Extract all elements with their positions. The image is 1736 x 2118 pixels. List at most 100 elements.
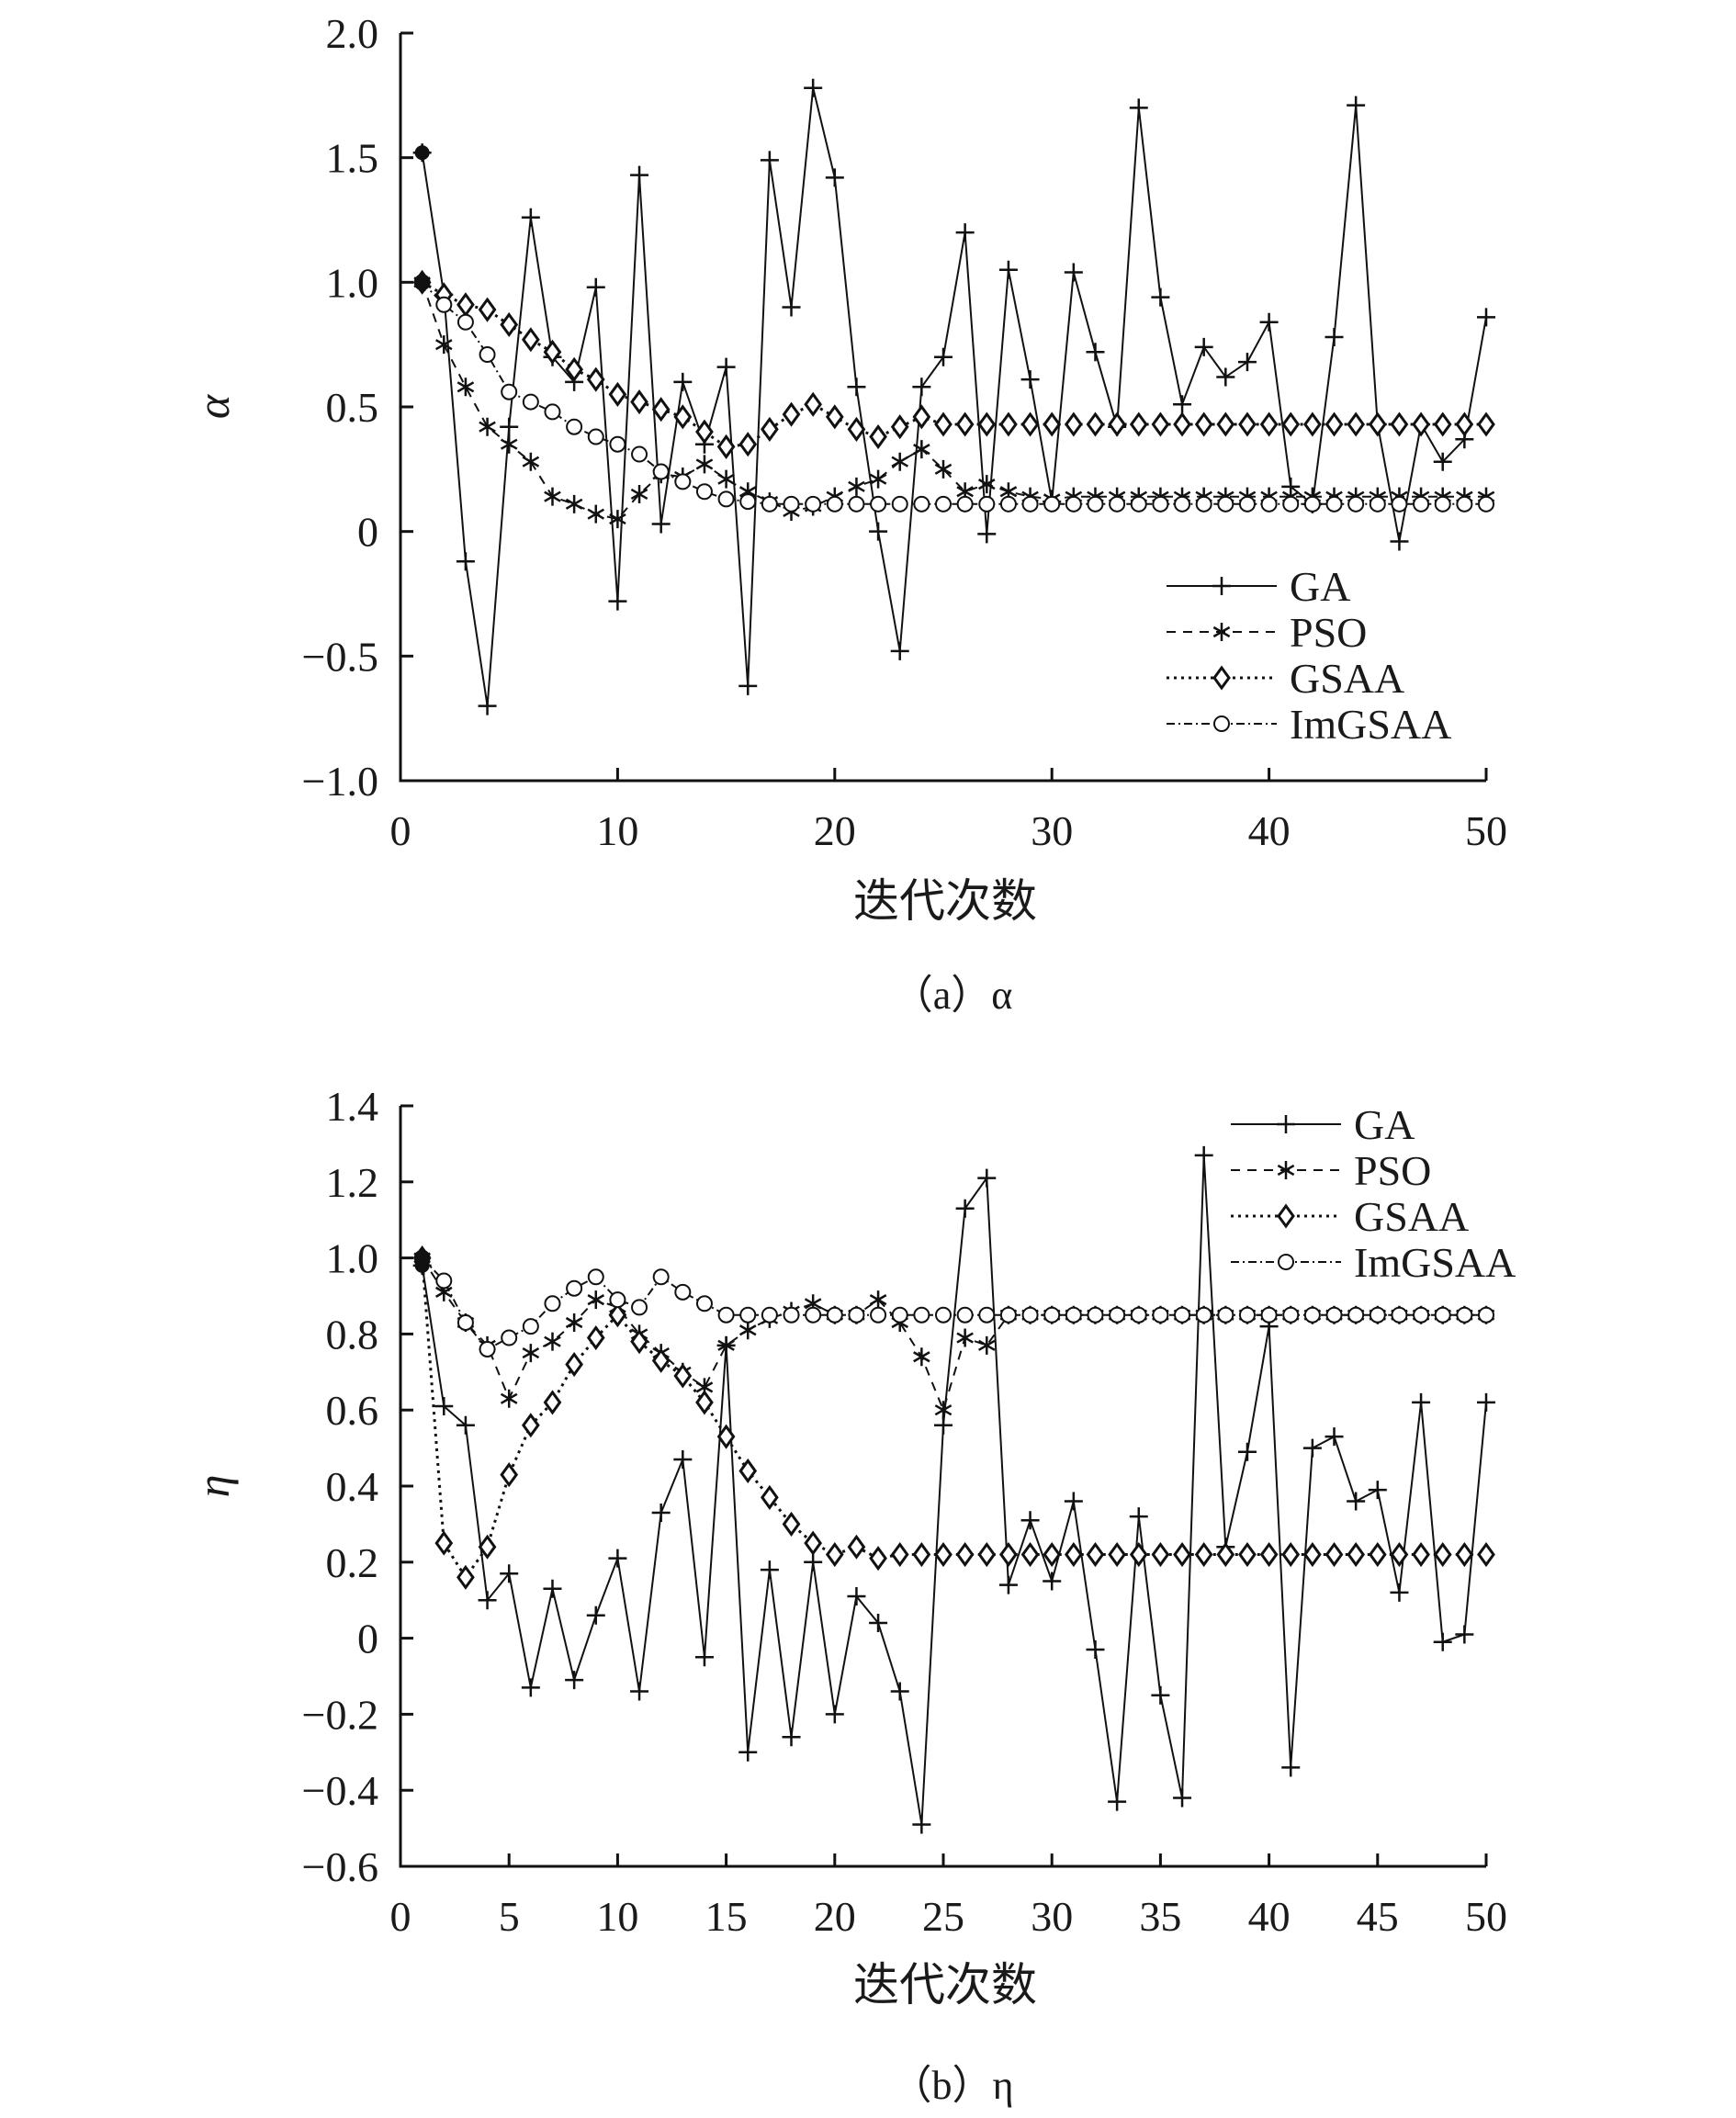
data-point — [1174, 495, 1191, 513]
data-point — [913, 1306, 930, 1324]
data-point — [456, 1415, 475, 1435]
data-point — [1087, 1306, 1104, 1324]
data-point — [1477, 1392, 1495, 1412]
legend-marker — [1278, 1254, 1294, 1270]
data-point — [1369, 1306, 1386, 1324]
data-point — [912, 1815, 931, 1834]
data-point — [912, 1541, 931, 1568]
data-point — [651, 1347, 671, 1373]
data-point — [1129, 1507, 1148, 1527]
y-tick-label: 2.0 — [326, 10, 379, 57]
data-point — [1151, 287, 1170, 307]
data-point — [761, 1484, 779, 1510]
data-point — [870, 1306, 887, 1324]
legend-label: GSAA — [1354, 1193, 1469, 1240]
legend-marker — [1212, 577, 1231, 595]
data-point — [1173, 1541, 1191, 1568]
data-point — [695, 483, 713, 501]
data-point — [716, 357, 736, 377]
data-point — [1281, 411, 1301, 437]
data-point — [586, 1324, 605, 1351]
data-point — [587, 1290, 605, 1310]
data-point — [1195, 495, 1212, 513]
data-point — [521, 1678, 540, 1697]
data-point — [434, 335, 453, 355]
data-point — [825, 404, 844, 430]
data-point — [522, 452, 540, 471]
data-point — [913, 440, 930, 459]
data-point — [1281, 1541, 1301, 1568]
y-tick-label: 0.4 — [326, 1463, 379, 1510]
data-point — [1303, 495, 1321, 513]
data-point — [1259, 411, 1279, 437]
data-point — [434, 1530, 454, 1556]
data-point — [1433, 1632, 1452, 1651]
data-point — [1456, 495, 1473, 513]
series-line-gsaa — [421, 280, 1486, 448]
data-point — [890, 414, 909, 440]
legend-marker — [1277, 1115, 1295, 1133]
data-point — [977, 475, 996, 494]
data-point — [1238, 1541, 1257, 1568]
data-point — [501, 383, 518, 400]
legend-label: GA — [1290, 563, 1350, 610]
data-point — [1216, 367, 1235, 387]
data-point — [544, 1295, 561, 1312]
data-point — [1086, 411, 1105, 437]
data-point — [1303, 1541, 1322, 1568]
data-point — [1130, 495, 1147, 513]
data-point — [1065, 1306, 1082, 1324]
data-point — [1108, 1792, 1127, 1811]
data-point — [631, 1299, 648, 1316]
data-point — [1455, 1541, 1474, 1568]
data-point — [869, 522, 888, 541]
y-tick-label: 1.5 — [326, 135, 379, 182]
start-point — [414, 145, 430, 161]
start-point — [414, 1250, 430, 1266]
data-point — [652, 463, 670, 480]
data-point — [1434, 495, 1451, 513]
data-point — [479, 1340, 496, 1358]
y-tick-label: 1.2 — [326, 1159, 379, 1206]
data-point — [738, 676, 758, 695]
y-tick-label: 0.6 — [326, 1387, 379, 1434]
data-point — [782, 1511, 801, 1537]
data-point — [847, 377, 866, 397]
data-point — [478, 696, 497, 715]
data-point — [456, 552, 475, 571]
data-point — [804, 391, 823, 417]
data-point — [804, 1552, 823, 1572]
data-point — [869, 1290, 887, 1310]
data-point — [1151, 1685, 1170, 1705]
data-point — [651, 514, 671, 534]
data-point — [674, 473, 692, 490]
data-point — [955, 223, 975, 242]
data-point — [805, 1306, 822, 1324]
data-point — [652, 1268, 670, 1286]
data-point — [891, 495, 908, 513]
data-point — [782, 401, 801, 427]
y-tick-label: 1.0 — [326, 259, 379, 306]
data-point — [434, 1397, 454, 1416]
data-point — [1086, 343, 1105, 362]
data-point — [978, 1306, 996, 1324]
data-point — [630, 389, 648, 415]
data-point — [543, 1390, 562, 1415]
data-point — [565, 356, 583, 382]
start-point — [414, 275, 430, 290]
data-point — [1259, 312, 1279, 332]
legend-label: GA — [1354, 1101, 1415, 1148]
data-point — [955, 1541, 975, 1568]
data-point — [1434, 1306, 1451, 1324]
data-point — [1238, 495, 1256, 513]
data-point — [1217, 1306, 1234, 1324]
data-point — [435, 1272, 453, 1290]
data-point — [1390, 532, 1409, 551]
legend-marker — [1212, 665, 1231, 691]
series-ga — [412, 1145, 1495, 1834]
data-point — [956, 495, 974, 513]
x-tick-label: 40 — [1248, 807, 1291, 854]
data-point — [847, 1587, 866, 1606]
data-point — [934, 347, 953, 366]
data-point — [566, 1279, 583, 1297]
